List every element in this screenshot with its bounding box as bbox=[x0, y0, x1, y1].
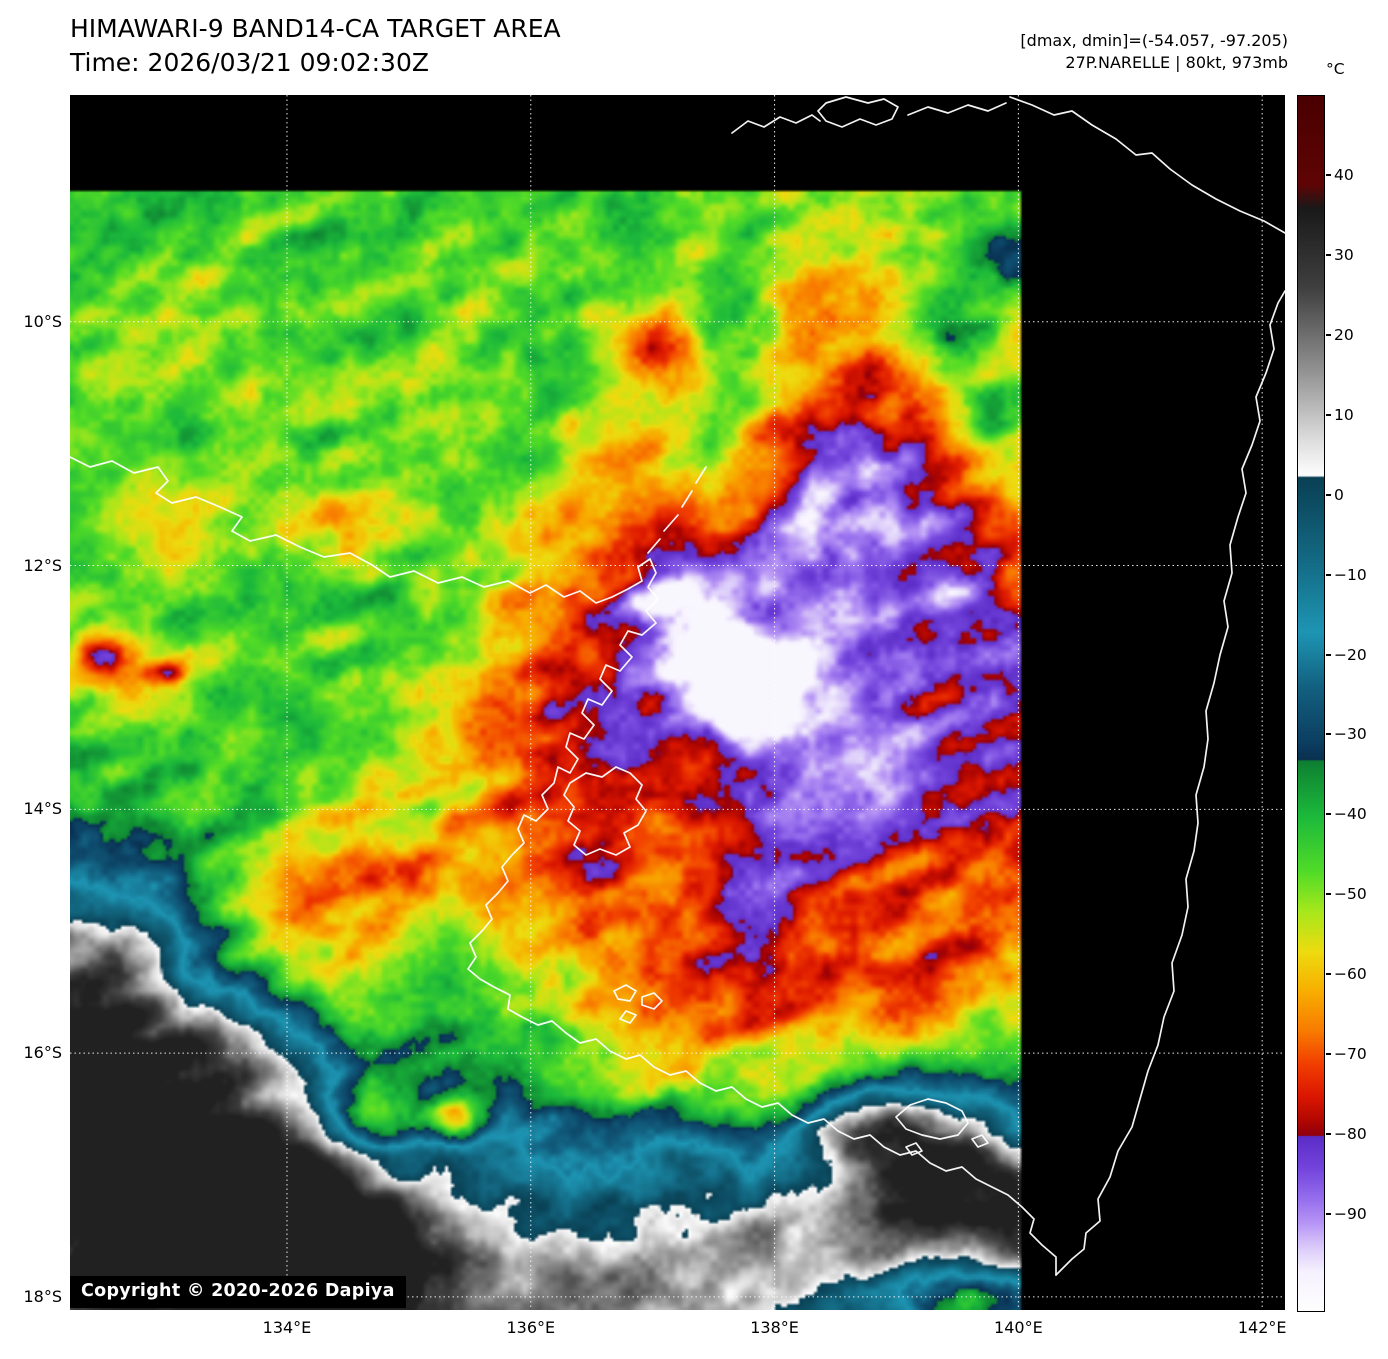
lon-tick-label: 134°E bbox=[262, 1318, 312, 1337]
coastline bbox=[895, 1098, 969, 1140]
lon-tick-label: 140°E bbox=[994, 1318, 1043, 1337]
dmax-dmin-readout: [dmax, dmin]=(-54.057, -97.205) bbox=[1020, 31, 1288, 50]
colorbar-tick-mark bbox=[1326, 253, 1331, 256]
colorbar-tick-mark bbox=[1326, 173, 1331, 176]
figure-timestamp: Time: 2026/03/21 09:02:30Z bbox=[70, 48, 429, 77]
colorbar-tick-label: 10 bbox=[1334, 405, 1354, 424]
colorbar-tick-label: −50 bbox=[1334, 885, 1367, 904]
colorbar-tick-mark bbox=[1326, 333, 1331, 336]
coastline bbox=[905, 1142, 923, 1156]
colorbar-tick-label: −70 bbox=[1334, 1045, 1367, 1064]
colorbar-tick-label: −60 bbox=[1334, 965, 1367, 984]
colorbar-tick-label: 30 bbox=[1334, 245, 1354, 264]
figure-header: HIMAWARI-9 BAND14-CA TARGET AREA Time: 2… bbox=[70, 12, 561, 80]
lat-tick-label: 14°S bbox=[23, 799, 62, 819]
colorbar-tick-mark bbox=[1326, 653, 1331, 656]
lat-tick-label: 10°S bbox=[23, 311, 62, 331]
coastline bbox=[907, 102, 1007, 116]
figure-title: HIMAWARI-9 BAND14-CA TARGET AREA bbox=[70, 14, 561, 43]
coastline bbox=[1009, 96, 1285, 234]
coastline bbox=[613, 984, 637, 1002]
colorbar-tick-label: 0 bbox=[1334, 485, 1344, 504]
colorbar-tick-mark bbox=[1326, 893, 1331, 896]
lon-tick-label: 138°E bbox=[750, 1318, 799, 1337]
copyright-badge: Copyright © 2020-2026 Dapiya bbox=[70, 1276, 406, 1308]
coastline bbox=[971, 1134, 989, 1148]
lon-tick-label: 142°E bbox=[1237, 1318, 1287, 1337]
colorbar-unit: °C bbox=[1326, 60, 1345, 78]
colorbar-tick-label: −30 bbox=[1334, 725, 1367, 744]
colorbar-tick-label: −20 bbox=[1334, 645, 1367, 664]
coastline bbox=[563, 766, 647, 856]
colorbar-gradient bbox=[1298, 96, 1324, 1311]
colorbar-tick-mark bbox=[1326, 1053, 1331, 1056]
coastline bbox=[731, 114, 821, 134]
coastline bbox=[647, 538, 661, 554]
colorbar-tick-mark bbox=[1326, 493, 1331, 496]
coastline bbox=[681, 490, 693, 508]
coastline bbox=[619, 1010, 637, 1024]
lat-tick-label: 12°S bbox=[23, 555, 62, 575]
colorbar-tick-mark bbox=[1326, 413, 1331, 416]
colorbar-tick-label: −10 bbox=[1334, 565, 1367, 584]
figure-info: [dmax, dmin]=(-54.057, -97.205) 27P.NARE… bbox=[1020, 30, 1288, 74]
coastline bbox=[641, 992, 663, 1010]
colorbar-tick-mark bbox=[1326, 813, 1331, 816]
colorbar-tick-label: −80 bbox=[1334, 1125, 1367, 1144]
colorbar-tick-mark bbox=[1326, 1133, 1331, 1136]
graticule-grid bbox=[70, 95, 1285, 1310]
satellite-ir-image bbox=[70, 95, 1285, 1310]
coastline bbox=[663, 514, 679, 532]
colorbar-tick-label: −90 bbox=[1334, 1205, 1367, 1224]
colorbar-tick-label: 40 bbox=[1334, 165, 1354, 184]
colorbar-tick-mark bbox=[1326, 573, 1331, 576]
colorbar-tick-label: −40 bbox=[1334, 805, 1367, 824]
colorbar-tick-mark bbox=[1326, 973, 1331, 976]
coastlines bbox=[70, 96, 1285, 1276]
colorbar bbox=[1297, 95, 1325, 1312]
coastline bbox=[695, 466, 707, 484]
colorbar-tick-mark bbox=[1326, 1213, 1331, 1216]
coastline bbox=[817, 96, 899, 128]
lon-tick-label: 136°E bbox=[506, 1318, 556, 1337]
colorbar-tick-mark bbox=[1326, 733, 1331, 736]
coastline bbox=[70, 456, 1057, 1276]
map-plot: Copyright © 2020-2026 Dapiya bbox=[70, 95, 1285, 1310]
map-overlay bbox=[70, 95, 1285, 1310]
storm-readout: 27P.NARELLE | 80kt, 973mb bbox=[1065, 53, 1288, 72]
coastline bbox=[1055, 290, 1285, 1276]
lat-tick-label: 16°S bbox=[23, 1043, 62, 1063]
colorbar-tick-label: 20 bbox=[1334, 325, 1354, 344]
lat-tick-label: 18°S bbox=[23, 1286, 62, 1306]
